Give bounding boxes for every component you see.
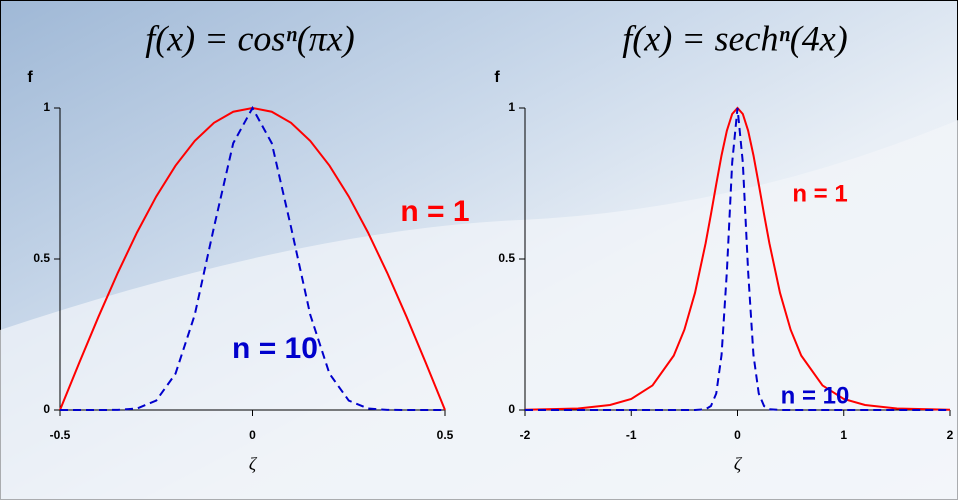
x-axis-label: ζ [734, 454, 743, 474]
y-tick-label: 1 [43, 100, 50, 114]
y-axis-label: f [27, 69, 33, 86]
x-tick-label: 1 [840, 428, 847, 442]
y-tick-label: 0.5 [498, 251, 515, 265]
chart-title: f(x) = sechⁿ(4x) [622, 18, 848, 58]
y-tick-label: 1 [508, 100, 515, 114]
y-tick-label: 0 [508, 402, 515, 416]
chart-title: f(x) = cosⁿ(πx) [145, 18, 355, 58]
curve-label: n = 1 [792, 180, 847, 207]
curve [525, 107, 950, 411]
curve-label: n = 1 [400, 195, 469, 228]
y-axis-label: f [494, 69, 500, 86]
x-tick-label: -1 [626, 428, 637, 442]
curve-label: n = 10 [781, 382, 850, 409]
x-axis-label: ζ [249, 454, 258, 474]
x-tick-label: 0 [249, 428, 256, 442]
x-tick-label: -0.5 [50, 428, 71, 442]
x-tick-label: 2 [947, 428, 954, 442]
x-tick-label: 0.5 [437, 428, 454, 442]
snow-slope [0, 120, 958, 500]
x-tick-label: -2 [520, 428, 531, 442]
y-tick-label: 0 [43, 402, 50, 416]
x-tick-label: 0 [734, 428, 741, 442]
y-tick-label: 0.5 [33, 251, 50, 265]
curve-label: n = 10 [232, 332, 318, 365]
curve [60, 105, 445, 411]
